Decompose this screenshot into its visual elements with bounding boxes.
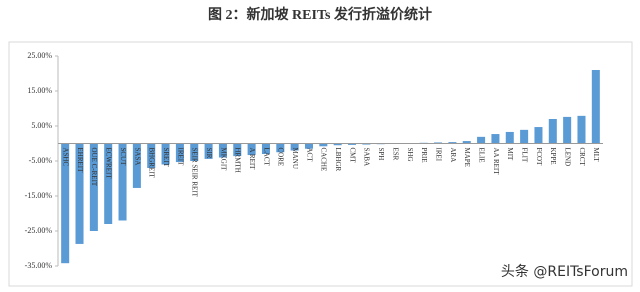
bar bbox=[89, 143, 98, 231]
y-tick-label: 15.00% bbox=[27, 86, 52, 95]
bar bbox=[190, 143, 199, 161]
x-tick-label: SEIR SEIR REIT bbox=[191, 148, 199, 198]
x-tick-label: IREI bbox=[434, 148, 442, 162]
x-tick-label: MANU bbox=[291, 148, 299, 169]
y-tick-label: -15.00% bbox=[25, 191, 53, 200]
watermark: 头条 @REITsForum bbox=[501, 263, 628, 280]
x-tick-label: MAPE bbox=[463, 148, 471, 167]
bar bbox=[61, 143, 70, 264]
x-tick-label: MLT bbox=[592, 148, 600, 163]
y-tick-label: -35.00% bbox=[25, 261, 53, 270]
x-tick-label: IREIT bbox=[176, 148, 184, 167]
x-tick-label: OUE C-REIT bbox=[90, 148, 98, 187]
y-tick-label: 5.00% bbox=[31, 121, 52, 130]
bar bbox=[319, 143, 328, 147]
y-tick-label: -25.00% bbox=[25, 226, 53, 235]
x-tick-label: ACT bbox=[305, 148, 313, 163]
bar bbox=[477, 136, 486, 144]
x-tick-label: SIR bbox=[205, 148, 213, 159]
bar bbox=[218, 143, 227, 158]
x-tick-label: LEND bbox=[564, 148, 572, 167]
bar bbox=[118, 143, 127, 221]
x-tick-label: FLIT bbox=[521, 148, 529, 164]
x-tick-label: SASA bbox=[133, 148, 141, 166]
x-tick-label: HRMTH bbox=[234, 148, 242, 173]
bar bbox=[261, 143, 270, 154]
bar bbox=[347, 143, 357, 145]
bar bbox=[362, 143, 371, 145]
chart-title: 图 2：新加坡 REITs 发行折溢价统计 bbox=[208, 6, 432, 23]
x-tick-label: EHREIT bbox=[76, 148, 84, 174]
x-tick-label: CORE bbox=[277, 148, 285, 167]
x-tick-label: SHG bbox=[406, 148, 414, 162]
x-tick-label: FCOT bbox=[535, 148, 543, 167]
x-tick-label: MIT bbox=[506, 148, 514, 162]
bar bbox=[147, 143, 156, 168]
x-tick-label: SCUT bbox=[119, 148, 127, 167]
bar bbox=[132, 143, 141, 188]
bar bbox=[161, 143, 170, 165]
x-tick-label: LACT bbox=[262, 148, 270, 167]
bar bbox=[534, 127, 543, 144]
x-tick-label: SREIT bbox=[162, 148, 170, 168]
x-tick-label: BHGREIT bbox=[148, 148, 156, 179]
bar bbox=[233, 143, 242, 157]
x-tick-label: A REIT bbox=[248, 148, 256, 171]
bar bbox=[276, 143, 285, 153]
bar bbox=[104, 143, 113, 224]
bar bbox=[448, 142, 457, 144]
bar bbox=[591, 70, 600, 144]
y-tick-label: -5.00% bbox=[29, 156, 53, 165]
bar bbox=[75, 143, 84, 244]
x-tick-label: MKGIT bbox=[219, 148, 227, 172]
bar bbox=[290, 143, 299, 151]
bar bbox=[333, 143, 342, 146]
bar bbox=[505, 131, 514, 144]
x-tick-label: ARA bbox=[449, 148, 457, 163]
x-tick-label: CACHE bbox=[320, 148, 328, 172]
bar bbox=[520, 129, 529, 144]
bar bbox=[304, 143, 314, 149]
x-tick-label: LBHGR bbox=[334, 148, 342, 172]
bar bbox=[563, 116, 572, 144]
bar bbox=[434, 142, 443, 144]
bar bbox=[491, 134, 500, 144]
x-tick-label: KPPE bbox=[549, 148, 557, 165]
x-tick-label: CMT bbox=[348, 148, 356, 164]
x-tick-label: ESR bbox=[391, 148, 399, 161]
x-tick-label: ASHC bbox=[62, 148, 70, 167]
bar bbox=[577, 115, 586, 144]
x-tick-label: ECWREIT bbox=[105, 148, 113, 180]
bar bbox=[548, 119, 557, 144]
bar bbox=[462, 141, 471, 144]
x-tick-label: ELIE bbox=[477, 148, 485, 163]
x-tick-label: AA REIT bbox=[492, 148, 500, 176]
x-tick-label: SPH bbox=[377, 148, 385, 161]
y-tick-label: 25.00% bbox=[27, 51, 52, 60]
chart-frame bbox=[8, 41, 633, 287]
bar bbox=[175, 143, 184, 163]
x-tick-label: CRCT bbox=[578, 148, 586, 167]
bar bbox=[247, 143, 256, 156]
x-tick-label: PRIE bbox=[420, 148, 428, 163]
x-tick-label: SABA bbox=[363, 148, 371, 167]
bar bbox=[204, 143, 213, 159]
